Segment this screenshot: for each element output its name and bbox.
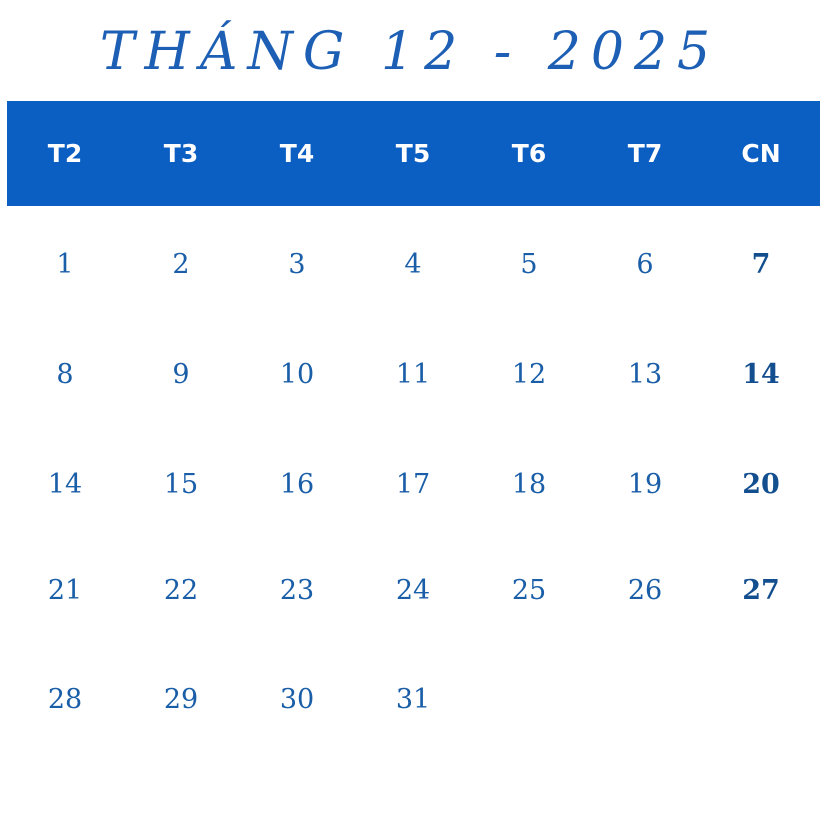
weekday-label-thu: T5: [395, 139, 431, 168]
day-cell-sunday: 20: [742, 469, 780, 500]
day-cell: 24: [395, 575, 431, 606]
day-cell: 9: [172, 359, 190, 390]
day-cell: 22: [163, 575, 199, 606]
day-cell: 4: [404, 249, 422, 280]
day-cell: 28: [47, 684, 83, 715]
day-cell: 3: [288, 249, 306, 280]
day-cell: 25: [511, 575, 547, 606]
day-cell: 19: [627, 469, 663, 500]
day-cell-sunday: 14: [742, 359, 780, 390]
day-cell: 12: [511, 359, 547, 390]
weekday-label-sat: T7: [627, 139, 663, 168]
day-cell-sunday: 7: [751, 249, 771, 280]
day-cell: 14: [47, 469, 83, 500]
day-cell: 10: [279, 359, 315, 390]
weekday-label-wed: T4: [279, 139, 315, 168]
day-cell-sunday: 27: [742, 575, 780, 606]
day-cell: 15: [163, 469, 199, 500]
day-cell: 2: [172, 249, 190, 280]
day-cell: 16: [279, 469, 315, 500]
calendar-title: THÁNG 12 - 2025: [99, 22, 721, 82]
day-cell: 5: [520, 249, 538, 280]
weekday-label-sun: CN: [741, 139, 781, 168]
day-cell: 31: [395, 684, 431, 715]
day-cell: 29: [163, 684, 199, 715]
weekday-label-tue: T3: [163, 139, 199, 168]
day-cell: 13: [627, 359, 663, 390]
day-cell: 21: [47, 575, 83, 606]
day-cell: 26: [627, 575, 663, 606]
weekday-header: T2 T3 T4 T5 T6 T7 CN: [7, 101, 820, 206]
day-cell: 23: [279, 575, 315, 606]
day-cell: 11: [395, 359, 431, 390]
day-cell: 30: [279, 684, 315, 715]
day-cell: 6: [636, 249, 654, 280]
day-cell: 1: [56, 249, 74, 280]
weekday-label-fri: T6: [511, 139, 547, 168]
day-cell: 8: [56, 359, 74, 390]
day-cell: 17: [395, 469, 431, 500]
day-cell: 18: [511, 469, 547, 500]
weekday-label-mon: T2: [47, 139, 83, 168]
